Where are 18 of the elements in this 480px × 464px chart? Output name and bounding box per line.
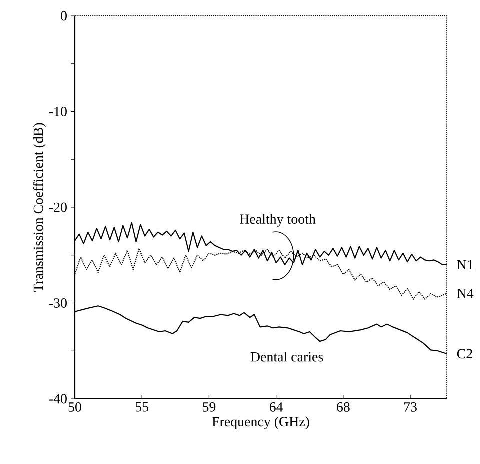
annotation: Dental caries	[250, 352, 324, 362]
series-label: N1	[457, 260, 474, 270]
y-tick-label: -40	[49, 394, 67, 404]
series-label: C2	[457, 349, 472, 359]
x-tick-label: 50	[68, 402, 82, 412]
series-label: N4	[457, 289, 474, 298]
y-tick-label: -20	[49, 202, 67, 212]
y-tick-label: -30	[49, 298, 67, 308]
x-tick-label: 68	[337, 402, 350, 412]
x-axis-title: Frequency (GHz)	[212, 416, 310, 430]
x-tick-label: 59	[203, 402, 216, 412]
x-tick-label: 55	[136, 402, 149, 412]
annotation: Healthy tooth	[240, 214, 316, 227]
y-tick-label: 0	[61, 11, 67, 21]
x-tick-label: 73	[404, 402, 417, 412]
y-axis-title: Transmission Coefficient (dB)	[33, 123, 46, 292]
y-tick-label: -10	[49, 107, 67, 116]
x-tick-label: 64	[270, 402, 284, 412]
